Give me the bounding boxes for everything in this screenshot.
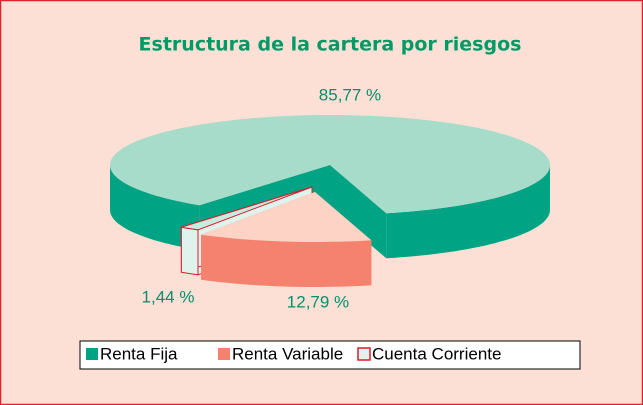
legend-swatch [218,348,230,360]
slice-side [180,226,199,276]
legend-swatch [86,348,98,360]
value-label: 85,77 % [319,85,381,104]
legend-swatch [357,347,371,361]
legend-label: Renta Variable [232,344,343,363]
legend-label: Renta Fija [100,344,178,363]
slice-top [181,186,313,231]
slice-side [110,165,200,251]
chart-title: Estructura de la cartera por riesgos [139,34,522,56]
legend-label: Cuenta Corriente [372,344,501,363]
slice-side [201,234,372,287]
slice-side [386,165,550,259]
value-label: 12,79 % [287,292,349,311]
slice-top [110,115,550,214]
legend-box [79,340,581,370]
slice-top [201,192,372,242]
value-label: 1,44 % [142,287,195,306]
slice-wall [330,165,387,259]
